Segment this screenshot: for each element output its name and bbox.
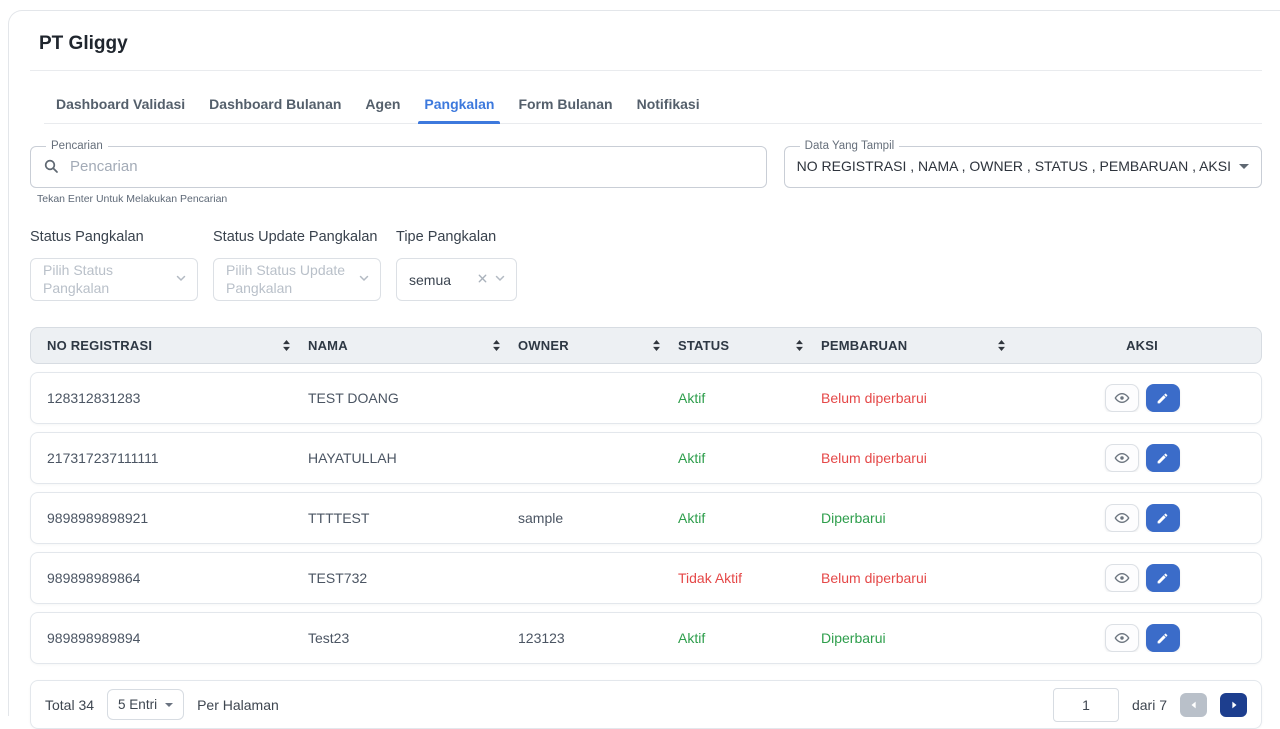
cell-pembaruan: Diperbarui (821, 630, 886, 646)
pangkalan-table: NO REGISTRASI NAMA OWNER STATUS (30, 327, 1262, 664)
cell-nama: HAYATULLAH (308, 450, 397, 466)
filter-status-select[interactable]: Pilih Status Pangkalan (30, 258, 198, 301)
sort-icon[interactable] (281, 339, 292, 352)
cell-owner: sample (518, 510, 564, 526)
search-field-label: Pencarian (51, 140, 103, 152)
tab-pangkalan[interactable]: Pangkalan (412, 87, 506, 124)
previous-page-button[interactable] (1180, 692, 1207, 717)
cell-status: Aktif (678, 450, 706, 466)
edit-button[interactable] (1145, 384, 1180, 412)
cell-status: Aktif (678, 390, 706, 406)
cell-pembaruan: Belum diperbarui (821, 390, 927, 406)
filter-update-select[interactable]: Pilih Status Update Pangkalan (213, 258, 381, 301)
page-number-input[interactable] (1052, 687, 1119, 722)
table-row: 217317237111111 HAYATULLAH Aktif Belum d… (30, 432, 1262, 484)
per-page-label: Per Halaman (197, 696, 279, 713)
cell-pembaruan: Belum diperbarui (821, 450, 927, 466)
display-columns-label: Data Yang Tampil (804, 140, 895, 152)
view-button[interactable] (1104, 624, 1139, 652)
sort-icon[interactable] (491, 339, 502, 352)
view-button[interactable] (1104, 384, 1139, 412)
edit-button[interactable] (1145, 444, 1180, 472)
next-page-button[interactable] (1220, 692, 1247, 717)
column-header-status: STATUS (678, 328, 821, 363)
tab-form-bulanan[interactable]: Form Bulanan (518, 96, 613, 112)
display-columns-select[interactable]: Data Yang Tampil NO REGISTRASI , NAMA , … (783, 140, 1262, 188)
page-of-label: dari 7 (1131, 696, 1167, 713)
cell-no-registrasi: 217317237111111 (47, 450, 159, 466)
view-button[interactable] (1104, 564, 1139, 592)
filter-tipe-pangkalan: Tipe Pangkalan semua (396, 229, 517, 301)
search-input[interactable] (68, 156, 754, 176)
tab-notifikasi[interactable]: Notifikasi (636, 96, 700, 112)
cell-nama: TEST732 (308, 570, 368, 586)
search-fieldset: Pencarian (30, 140, 767, 188)
chevron-down-icon (175, 271, 187, 289)
edit-button[interactable] (1145, 564, 1180, 592)
table-row: 128312831283 TEST DOANG Aktif Belum dipe… (30, 372, 1262, 424)
filter-tipe-label: Tipe Pangkalan (396, 229, 497, 245)
column-header-owner: OWNER (518, 328, 678, 363)
cell-no-registrasi: 989898989894 (47, 630, 141, 646)
pagination-bar: Total 34 5 Entri Per Halaman dari 7 (30, 680, 1262, 729)
cell-pembaruan: Diperbarui (821, 510, 886, 526)
table-row: 989898989864 TEST732 Tidak Aktif Belum d… (30, 552, 1262, 604)
total-label: Total 34 (45, 696, 95, 713)
display-columns-value: NO REGISTRASI , NAMA , OWNER , STATUS , … (796, 158, 1231, 174)
tab-bar: Dashboard Validasi Dashboard Bulanan Age… (44, 87, 1262, 124)
filter-status-label: Status Pangkalan (30, 229, 144, 245)
sort-icon[interactable] (651, 339, 662, 352)
view-button[interactable] (1104, 444, 1139, 472)
cell-status: Tidak Aktif (678, 570, 743, 586)
page-title: PT Gliggy (39, 33, 128, 54)
filter-update-label: Status Update Pangkalan (213, 229, 378, 245)
table-header-row: NO REGISTRASI NAMA OWNER STATUS (30, 327, 1262, 364)
cell-status: Aktif (678, 630, 706, 646)
cell-nama: TEST DOANG (308, 390, 399, 406)
column-header-nama: NAMA (308, 328, 518, 363)
edit-button[interactable] (1145, 504, 1180, 532)
cell-no-registrasi: 9898989898921 (47, 510, 149, 526)
cell-nama: TTTTEST (308, 510, 370, 526)
chevron-down-icon (358, 271, 370, 289)
title-divider (30, 70, 1262, 71)
sort-icon[interactable] (794, 339, 805, 352)
dropdown-arrow-icon (1239, 163, 1249, 169)
cell-no-registrasi: 128312831283 (47, 390, 141, 406)
entries-per-page-select[interactable]: 5 Entri (107, 689, 185, 720)
cell-pembaruan: Belum diperbarui (821, 570, 927, 586)
chevron-left-icon (1189, 700, 1199, 710)
view-button[interactable] (1104, 504, 1139, 532)
search-hint: Tekan Enter Untuk Melakukan Pencarian (37, 193, 228, 205)
filter-update-placeholder: Pilih Status Update Pangkalan (226, 262, 346, 296)
edit-button[interactable] (1145, 624, 1180, 652)
tab-dashboard-validasi[interactable]: Dashboard Validasi (56, 96, 186, 112)
chevron-right-icon (1229, 700, 1239, 710)
search-icon (43, 158, 59, 174)
cell-owner: 123123 (518, 630, 565, 646)
cell-no-registrasi: 989898989864 (47, 570, 141, 586)
filter-status-update-pangkalan: Status Update Pangkalan Pilih Status Upd… (213, 229, 381, 301)
cell-nama: Test23 (308, 630, 350, 646)
entries-value: 5 Entri (118, 697, 158, 712)
column-header-aksi: AKSI (1126, 338, 1158, 353)
tab-agen[interactable]: Agen (365, 96, 401, 112)
clear-icon[interactable] (477, 271, 488, 289)
tab-dashboard-bulanan[interactable]: Dashboard Bulanan (209, 96, 342, 112)
column-header-pembaruan: PEMBARUAN (821, 328, 1023, 363)
main-panel: PT Gliggy Dashboard Validasi Dashboard B… (8, 10, 1280, 729)
filter-status-pangkalan: Status Pangkalan Pilih Status Pangkalan (30, 229, 198, 301)
cell-status: Aktif (678, 510, 706, 526)
sort-icon[interactable] (996, 339, 1007, 352)
filter-tipe-select[interactable]: semua (396, 258, 517, 301)
chevron-down-icon (494, 271, 506, 289)
dropdown-arrow-icon (165, 702, 174, 707)
column-header-no-registrasi: NO REGISTRASI (31, 328, 308, 363)
table-row: 989898989894 Test23 123123 Aktif Diperba… (30, 612, 1262, 664)
table-row: 9898989898921 TTTTEST sample Aktif Diper… (30, 492, 1262, 544)
filter-status-placeholder: Pilih Status Pangkalan (43, 262, 114, 296)
filter-tipe-value: semua (409, 271, 452, 288)
